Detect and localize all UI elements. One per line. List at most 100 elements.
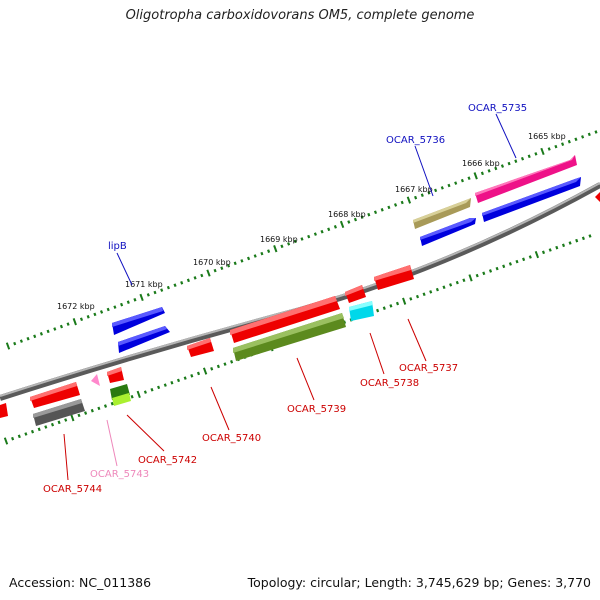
scale-tick-upper xyxy=(567,139,571,144)
gene-red-edge[interactable] xyxy=(595,192,600,202)
gene-red-1672[interactable] xyxy=(30,382,80,408)
scale-tick-upper xyxy=(160,288,164,292)
scale-tick-lower xyxy=(223,362,227,366)
scale-tick-upper xyxy=(139,293,144,302)
gene-red-left-edge[interactable] xyxy=(0,403,8,418)
scale-tick-lower xyxy=(449,283,453,287)
gene-ocar-5739[interactable] xyxy=(233,313,346,361)
scale-tick-lower xyxy=(502,264,506,269)
gene-ocar-5740[interactable] xyxy=(187,338,214,357)
scale-tick-lower xyxy=(555,245,559,250)
scale-tick-lower xyxy=(11,436,15,441)
scale-tick-upper xyxy=(313,232,317,236)
scale-tick-upper xyxy=(33,334,37,339)
scale-tick-lower xyxy=(3,437,9,445)
scale-tick-lower xyxy=(17,434,21,439)
scale-tick-lower xyxy=(216,364,220,369)
scale-tick-lower xyxy=(130,394,134,399)
scale-tick-upper xyxy=(226,263,231,268)
scale-tick-upper xyxy=(494,166,498,171)
scale-tick-upper xyxy=(353,217,358,222)
gene-label-ocar-5742: OCAR_5742 xyxy=(138,455,197,466)
gene-ocar-5735[interactable] xyxy=(475,155,577,203)
gene-red-1668[interactable] xyxy=(345,285,366,303)
scale-tick-lower xyxy=(57,420,61,425)
scale-tick-upper xyxy=(594,130,598,134)
gene-blue-1671[interactable] xyxy=(118,326,170,353)
scale-tick-lower xyxy=(429,290,433,294)
scale-tick-upper xyxy=(13,341,17,346)
scale-tick-upper xyxy=(380,208,384,212)
scale-tick-upper xyxy=(166,285,170,290)
gene-blue-1665[interactable] xyxy=(482,177,581,222)
scale-tick-upper xyxy=(126,300,130,304)
scale-tick-lower xyxy=(77,413,81,418)
scale-tick-upper xyxy=(327,227,331,232)
gene-ocar-5738[interactable] xyxy=(349,301,374,321)
scale-tick-lower xyxy=(462,278,466,283)
gene-ocar-5743[interactable] xyxy=(91,374,100,386)
scale-ticks-upper xyxy=(5,130,598,350)
scale-tick-lower xyxy=(409,297,413,301)
scale-tick-lower xyxy=(561,243,566,248)
gene-red-5741[interactable] xyxy=(107,367,124,383)
genome-backbone-highlight xyxy=(0,182,600,397)
kbp-label-1672: 1672 kbp xyxy=(57,302,95,311)
scale-tick-lower xyxy=(522,257,526,262)
kbp-label-1667: 1667 kbp xyxy=(395,185,433,194)
scale-tick-upper xyxy=(106,307,110,312)
scale-tick-upper xyxy=(514,159,518,163)
accession-text: Accession: NC_011386 xyxy=(9,575,152,590)
gene-ocar-5744[interactable] xyxy=(33,399,85,426)
scale-tick-lower xyxy=(170,380,174,385)
scale-tick-lower xyxy=(176,378,181,383)
scale-tick-upper xyxy=(113,305,117,309)
scale-tick-lower xyxy=(157,385,161,390)
gene-ocar-5736[interactable] xyxy=(413,198,471,229)
scale-tick-lower xyxy=(70,414,75,422)
scale-tick-lower xyxy=(415,294,420,299)
scale-tick-lower xyxy=(541,250,546,255)
scale-tick-lower xyxy=(183,376,187,380)
scale-tick-lower xyxy=(97,406,101,411)
gene-ocar-5742[interactable] xyxy=(110,384,131,406)
gene-label-lipb: lipB xyxy=(108,241,127,252)
scale-tick-lower xyxy=(50,422,55,427)
gene-label-ocar-5739: OCAR_5739 xyxy=(287,404,346,415)
gene-label-ocar-5738: OCAR_5738 xyxy=(360,378,419,389)
scale-tick-upper xyxy=(59,324,64,329)
scale-tick-upper xyxy=(46,329,50,334)
scale-tick-lower xyxy=(528,255,532,259)
gene-lipb[interactable] xyxy=(112,307,165,335)
scale-tick-upper xyxy=(253,254,257,258)
scale-tick-upper xyxy=(561,142,565,146)
scale-tick-upper xyxy=(26,336,30,341)
scale-tick-lower xyxy=(84,411,88,415)
kbp-label-1669: 1669 kbp xyxy=(260,235,298,244)
scale-tick-lower xyxy=(382,306,386,310)
gene-blue-1667[interactable] xyxy=(420,218,476,246)
scale-tick-lower xyxy=(482,271,486,276)
scale-tick-lower xyxy=(475,273,479,278)
gene-red-1669[interactable] xyxy=(230,296,340,343)
kbp-label-1671: 1671 kbp xyxy=(125,280,163,289)
scale-tick-upper xyxy=(120,302,124,307)
scale-tick-upper xyxy=(180,281,184,285)
scale-tick-upper xyxy=(300,237,304,241)
scale-tick-lower xyxy=(90,408,94,413)
gene-ocar-5737[interactable] xyxy=(374,265,414,290)
scale-tick-upper xyxy=(287,242,291,246)
scale-tick-upper xyxy=(193,276,197,280)
scale-tick-upper xyxy=(454,181,458,185)
map-title: Oligotropha carboxidovorans OM5, complet… xyxy=(125,8,475,23)
scale-tick-upper xyxy=(414,195,418,200)
scale-tick-lower xyxy=(402,297,407,305)
scale-tick-upper xyxy=(467,176,471,181)
scale-tick-upper xyxy=(527,154,531,159)
kbp-label-1670: 1670 kbp xyxy=(193,258,231,267)
gene-label-ocar-5737: OCAR_5737 xyxy=(399,363,458,374)
kbp-label-1665: 1665 kbp xyxy=(528,132,566,141)
scale-tick-upper xyxy=(387,205,391,210)
scale-tick-upper xyxy=(186,278,190,283)
